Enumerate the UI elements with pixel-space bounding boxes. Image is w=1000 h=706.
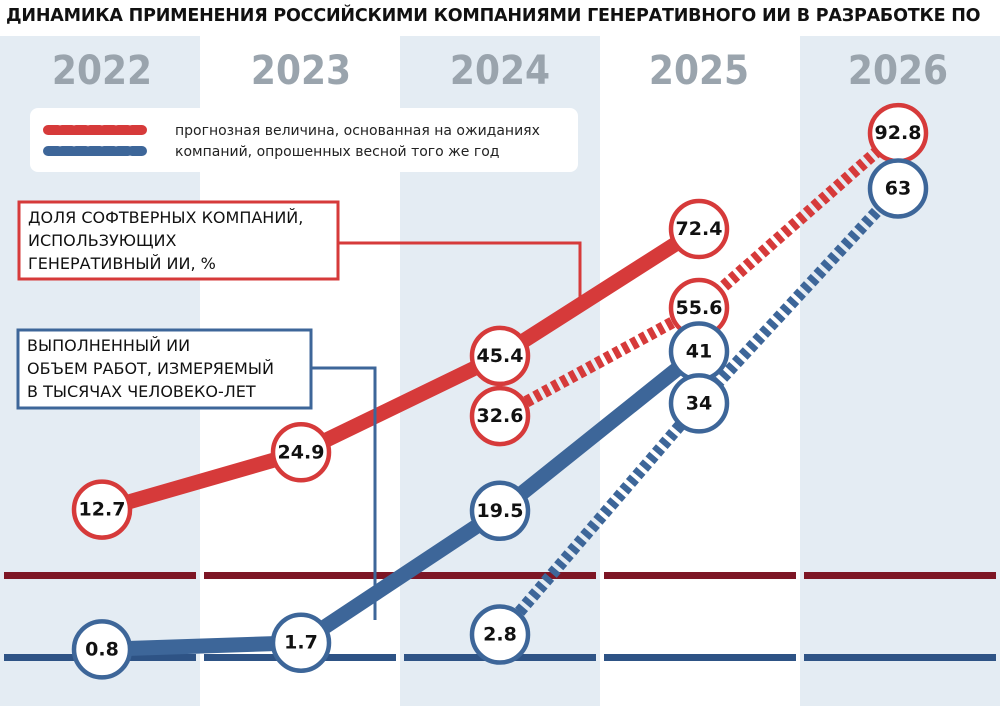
- data-value-label: 12.7: [79, 499, 126, 521]
- share-data-point: 32.6: [469, 385, 531, 447]
- share-label-box: [17, 200, 340, 281]
- data-value-label: 0.8: [85, 638, 119, 660]
- data-value-label: 63: [885, 177, 911, 199]
- year-label-2025: 2025: [649, 48, 749, 94]
- data-point-circle: [270, 612, 332, 673]
- data-point-circle: [469, 604, 531, 665]
- data-point-circle: [71, 619, 133, 680]
- data-point-circle: [668, 198, 730, 260]
- year-label-2022: 2022: [52, 48, 152, 94]
- work-data-point: 2.8: [469, 604, 531, 665]
- share-baseline-segment: [4, 572, 196, 579]
- data-point-circle: [469, 385, 531, 447]
- data-value-label: 1.7: [284, 632, 318, 654]
- data-value-label: 72.4: [676, 218, 723, 240]
- year-label-2026: 2026: [848, 48, 948, 94]
- data-point-circle: [270, 422, 332, 483]
- share-baseline-segment: [404, 572, 596, 579]
- share-data-point: 12.7: [71, 479, 133, 540]
- data-value-label: 55.6: [676, 297, 723, 319]
- share-series-line-solid: [99, 222, 704, 517]
- work-data-point: 0.8: [71, 619, 133, 680]
- data-value-label: 45.4: [477, 345, 524, 367]
- data-point-circle: [469, 480, 531, 542]
- share-data-point: 72.4: [668, 198, 730, 260]
- work-data-point: 1.7: [270, 612, 332, 673]
- work-label-leader-line: [311, 366, 377, 620]
- share-label-line: ГЕНЕРАТИВНЫЙ ИИ, %: [28, 254, 216, 273]
- share-baseline-segment: [804, 572, 996, 579]
- share-label-leader-line: [338, 241, 582, 312]
- work-data-point: 34: [668, 373, 730, 434]
- work-label-box: [16, 328, 313, 410]
- data-value-label: 32.6: [477, 405, 524, 427]
- data-point-circle: [71, 479, 133, 540]
- work-baseline-segment: [604, 654, 796, 661]
- data-value-label: 92.8: [875, 122, 922, 144]
- data-value-label: 34: [686, 392, 712, 414]
- work-baseline-segment: [804, 654, 996, 661]
- share-label-line: ИСПОЛЬЗУЮЩИХ: [28, 231, 177, 250]
- data-point-circle: [867, 158, 929, 219]
- share-label-line: ДОЛЯ СОФТВЕРНЫХ КОМПАНИЙ,: [28, 208, 303, 227]
- legend-text-line1: прогнозная величина, основанная на ожида…: [175, 123, 540, 139]
- year-label-2024: 2024: [450, 48, 550, 94]
- work-data-point: 41: [668, 321, 730, 382]
- work-data-point: 19.5: [469, 480, 531, 542]
- work-label-line: ВЫПОЛНЕННЫЙ ИИ: [27, 336, 190, 355]
- share-data-point: 45.4: [469, 325, 531, 387]
- share-series-line-dashed: [497, 128, 902, 422]
- chart-title: ДИНАМИКА ПРИМЕНЕНИЯ РОССИЙСКИМИ КОМПАНИЯ…: [6, 6, 981, 26]
- share-baseline-segment: [204, 572, 396, 579]
- data-point-circle: [668, 373, 730, 434]
- share-data-point: 24.9: [270, 422, 332, 483]
- data-value-label: 19.5: [477, 500, 524, 522]
- share-data-point: 92.8: [867, 102, 929, 164]
- share-baseline-segment: [604, 572, 796, 579]
- work-label-line: В ТЫСЯЧАХ ЧЕЛОВЕКО-ЛЕТ: [27, 382, 256, 401]
- data-point-circle: [469, 325, 531, 387]
- data-value-label: 24.9: [278, 441, 325, 463]
- work-label-line: ОБЪЕМ РАБОТ, ИЗМЕРЯЕМЫЙ: [27, 359, 274, 378]
- data-value-label: 2.8: [483, 624, 517, 646]
- year-label-2023: 2023: [251, 48, 351, 94]
- legend-box: [30, 108, 578, 172]
- legend-text-line2: компаний, опрошенных весной того же год: [175, 144, 499, 160]
- work-series-line-solid: [101, 345, 704, 657]
- work-data-point: 63: [867, 158, 929, 219]
- data-value-label: 41: [686, 340, 712, 362]
